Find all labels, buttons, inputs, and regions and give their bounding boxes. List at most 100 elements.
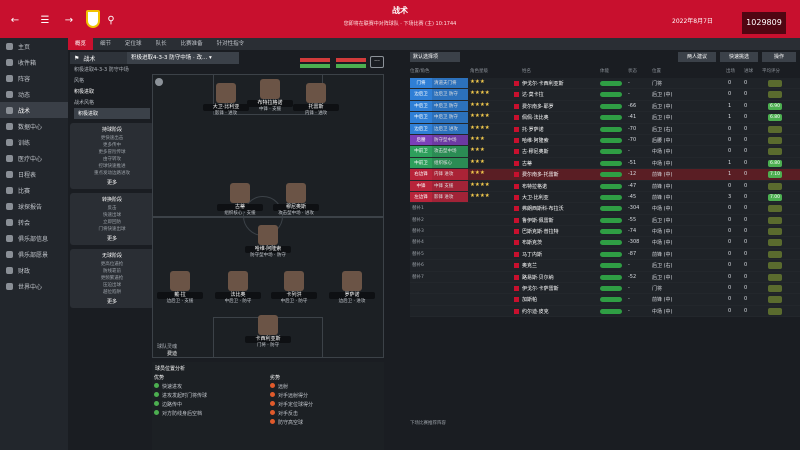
row-player-name[interactable]: 费尔南多·托雷斯 [522,172,559,179]
row-player-name[interactable]: 鲁伊斯·佩雷斯 [522,217,554,224]
assistant-button[interactable]: 两人建议 [678,52,716,62]
col-rating[interactable]: 平均评分 [762,69,780,74]
sidebar-item-10[interactable]: 球探报告 [0,198,68,214]
table-row[interactable]: 中后卫 中后卫 防守 ★★★★ 费尔南多·耶罗 -66 后卫 (中) 1 0 6.90 [410,100,800,113]
table-row[interactable]: 替补3 巴斯克斯·普拉特 -74 中场 (中) 0 0 [410,226,800,238]
transition-more-button[interactable]: 更多 [106,236,117,242]
in-possession-more-button[interactable]: 更多 [106,180,117,186]
row-position[interactable]: 中前卫 [410,146,432,157]
row-player-name[interactable]: 大卫·比利亚 [522,194,549,201]
sidebar-item-0[interactable]: 主页 [0,38,68,54]
pitch-player[interactable]: 布特拉格诺 中锋 · 支援 [247,79,293,113]
row-role[interactable]: 边后卫 防守 [432,89,468,100]
row-position[interactable]: 门将 [410,78,432,89]
row-player-name[interactable]: 伊戈尔·卡西利亚斯 [522,81,564,87]
sidebar-item-3[interactable]: 动态 [0,86,68,102]
sidebar-item-11[interactable]: 转会 [0,214,68,230]
col-condition[interactable]: 体能 [600,69,609,74]
table-row[interactable]: 门将 清道夫门将 ★★★ 伊戈尔·卡西利亚斯 - 门将 0 0 [410,78,800,90]
row-player-name[interactable]: 巴斯克斯·普拉特 [522,229,559,236]
table-row[interactable]: 替补6 奥克兰 - 后卫 (右) 0 0 [410,260,800,272]
sidebar-item-8[interactable]: 日程表 [0,166,68,182]
col-apps[interactable]: 出场 [726,69,735,74]
row-position[interactable]: 替补1 [412,206,424,212]
row-position[interactable]: 替补2 [412,217,424,223]
col-form[interactable]: 状态 [628,69,637,74]
row-player-name[interactable]: 费尔南多·耶罗 [522,103,554,110]
tab-2[interactable]: 定位球 [125,41,142,47]
pitch-player[interactable]: 哈维·阿隆索 防守型中场 · 防守 [245,225,291,259]
sidebar-item-7[interactable]: 医疗中心 [0,150,68,166]
menu-icon[interactable]: ☰ [40,15,50,26]
transition-box[interactable]: 转换阶段 反击 快速出球 立即回防 门将快速出球 更多 [70,193,154,245]
mentality-select[interactable]: 积极进取 [74,108,150,119]
table-row[interactable]: 约尔迪·皮克 - 中场 (中) 0 0 [410,305,800,318]
row-player-name[interactable]: 约尔迪·皮克 [522,308,549,315]
tab-0[interactable]: 概览 [68,38,94,50]
row-player-name[interactable]: 弗朗西斯科·布拉沃 [522,206,564,213]
pitch-player[interactable]: 罗萨诺 边后卫 · 进攻 [329,271,375,305]
back-icon[interactable]: ← [10,15,20,26]
style-value[interactable]: 积极进取 [74,89,95,95]
actions-button[interactable]: 操作 [762,52,796,62]
col-name[interactable]: 姓名 [522,69,531,74]
row-role[interactable]: 清道夫门将 [432,78,468,89]
row-role[interactable]: 攻击型中场 [432,146,468,157]
table-row[interactable]: 中前卫 组织核心 ★★★ 古蒂 -51 中场 (中) 1 0 6.80 [410,157,800,170]
tab-1[interactable]: 细节 [100,41,112,47]
quick-pick-button[interactable]: 快速挑选 [720,52,758,62]
search-icon[interactable]: ⚲ [107,15,115,26]
row-position[interactable]: 左边锋 [410,191,432,203]
col-position[interactable]: 位置 [652,69,661,74]
sidebar-item-5[interactable]: 数据中心 [0,118,68,134]
row-position[interactable]: 边后卫 [410,123,432,134]
row-player-name[interactable]: 奥克兰 [522,263,538,270]
row-player-name[interactable]: 托·罗萨诺 [522,126,544,133]
row-player-name[interactable]: 加斯帕 [522,297,538,304]
row-position[interactable]: 中锋 [410,180,432,191]
more-options-icon[interactable]: ··· [370,56,384,68]
row-role[interactable]: 边后卫 进攻 [432,123,468,134]
pitch-player[interactable]: 戴·拉 边后卫 · 支援 [157,271,203,305]
row-player-name[interactable]: 马丁内斯 [522,251,543,258]
row-position[interactable]: 替补5 [412,251,424,257]
row-player-name[interactable]: 古·穆尼奥斯 [522,149,549,156]
table-row[interactable]: 中锋 中锋 支援 ★★★★ 布特拉格诺 -47 前锋 (中) 0 0 [410,180,800,192]
row-position[interactable]: 后腰 [410,134,432,146]
row-player-name[interactable]: 伊戈尔·卡萨雷斯 [522,286,559,293]
col-pos[interactable]: 位置/角色 [410,69,430,74]
sidebar-item-15[interactable]: 世界中心 [0,278,68,294]
row-player-name[interactable]: 佩佩·法比奥 [522,115,549,122]
row-role[interactable]: 内锋 进攻 [432,169,468,180]
forward-icon[interactable]: → [64,15,74,26]
row-position[interactable]: 替补6 [412,263,424,269]
pitch-player[interactable]: 大卫·比利亚 影锋 · 进攻 [203,83,249,117]
tab-3[interactable]: 队长 [155,41,167,47]
row-role[interactable]: 组织核心 [432,157,468,169]
tab-4[interactable]: 比赛准备 [180,41,203,47]
row-player-name[interactable]: 路易斯·贝尔纳 [522,274,554,281]
pitch-player[interactable]: 穆尼奥斯 攻击型中场 · 进攻 [273,183,319,217]
row-player-name[interactable]: 哈维·阿隆索 [522,137,549,144]
row-position[interactable]: 中后卫 [410,100,432,112]
table-row[interactable]: 替补4 布斯克茨 -308 中场 (中) 0 0 [410,237,800,249]
in-possession-box[interactable]: 持球阶段 更快速出击 更多传中 更多冒险传球 由守转攻 控球快速推进 重点发动边路进攻 更… [70,123,154,189]
table-row[interactable]: 替补5 马丁内斯 -87 前锋 (中) 0 0 [410,248,800,261]
row-player-name[interactable]: 布特拉格诺 [522,183,548,190]
pitch-player[interactable]: 法比奥 中后卫 · 防守 [215,271,261,305]
table-row[interactable]: 替补2 鲁伊斯·佩雷斯 -55 后卫 (中) 0 0 [410,214,800,227]
col-goals[interactable]: 进球 [744,69,753,74]
row-role[interactable]: 中后卫 防守 [432,112,468,123]
table-row[interactable]: 替补1 弗朗西斯科·布拉沃 -304 中场 (中) 0 0 [410,203,800,215]
row-position[interactable]: 替补3 [412,229,424,235]
row-player-name[interactable]: 古蒂 [522,160,533,167]
row-role[interactable]: 中后卫 防守 [432,100,468,112]
table-row[interactable]: 边后卫 边后卫 防守 ★★★★ 达·莫卡拉 - 后卫 (中) 0 0 [410,89,800,101]
table-row[interactable]: 左边锋 影锋 进攻 ★★★★ 大卫·比利亚 -45 前锋 (中) 3 0 7.00 [410,191,800,204]
sidebar-item-1[interactable]: 收件箱 [0,54,68,70]
row-position[interactable]: 右边锋 [410,169,432,180]
pitch-player[interactable]: 古蒂 组织核心 · 支援 [217,183,263,217]
tab-5[interactable]: 针对性指令 [216,41,245,47]
table-row[interactable]: 右边锋 内锋 进攻 ★★★ 费尔南多·托雷斯 -12 前锋 (中) 1 0 7.10 [410,169,800,181]
pitch-player[interactable]: 卡西利亚斯 门将 · 防守 [245,315,291,349]
